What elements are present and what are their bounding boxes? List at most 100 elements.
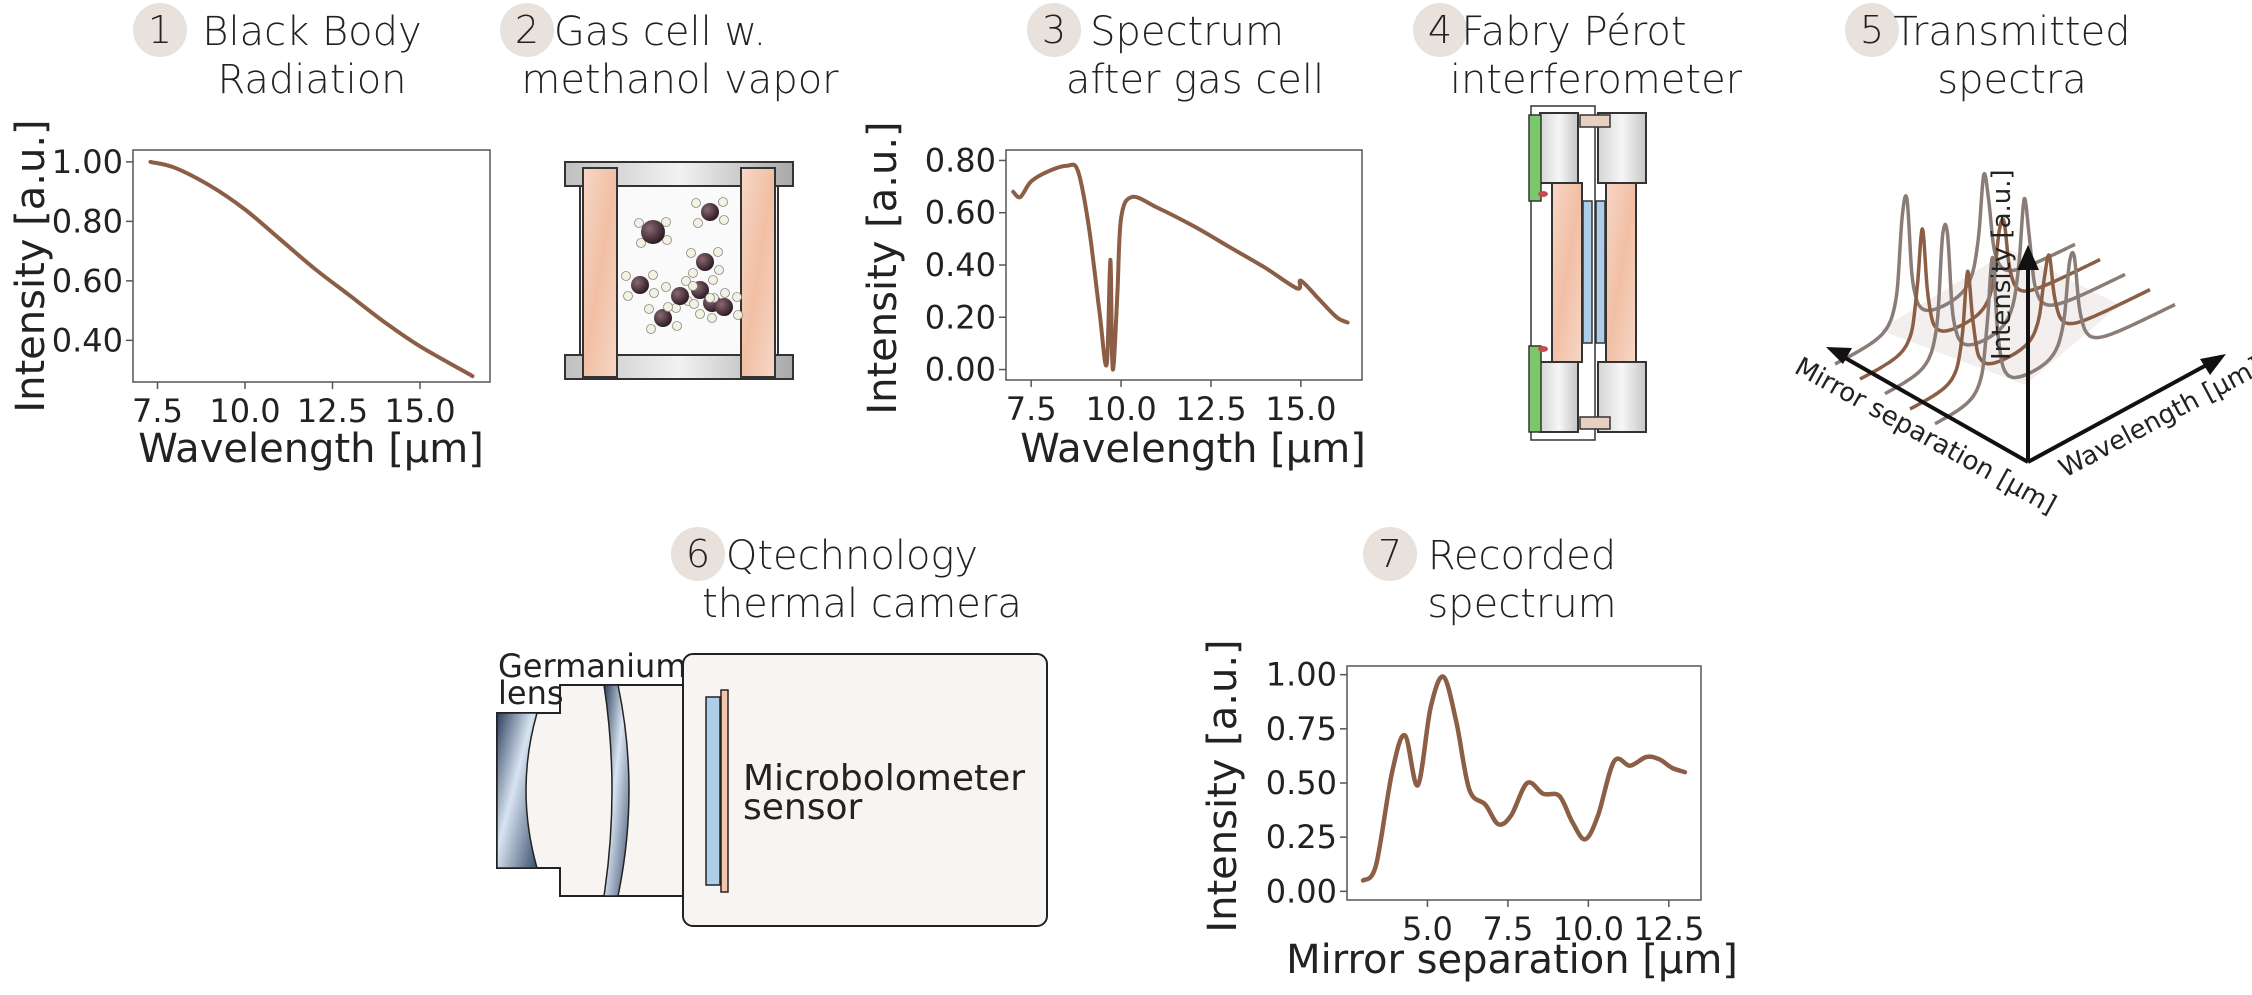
- fp-bottom-block-left: [1539, 361, 1579, 433]
- x-tick-label: 15.0: [1265, 390, 1336, 428]
- fp-top-spacer: [1579, 114, 1611, 128]
- y-tick-label: 0.25: [1266, 818, 1337, 856]
- step-title-line2: after gas cell: [1066, 57, 1324, 103]
- step-title-line1: Recorded: [1428, 533, 1616, 579]
- step-badge: [1413, 3, 1467, 57]
- step-number: 6: [686, 532, 710, 576]
- fp-bottom-spacer: [1579, 416, 1611, 430]
- x-tick-label: 5.0: [1402, 910, 1453, 948]
- step-title-line2: Radiation: [217, 57, 406, 103]
- step-number: 4: [1428, 8, 1452, 52]
- step-title-line1: Fabry Pérot: [1461, 9, 1686, 55]
- methanol-molecules: [621, 197, 743, 334]
- step-title-line1: Transmitted: [1893, 9, 2130, 55]
- tick-labels: 5.0 7.5 10.0 12.5 0.00 0.25 0.50 0.75 1.00: [1266, 656, 1705, 948]
- y-tick-label: 0.80: [52, 202, 123, 240]
- tick-labels: 7.5 10.0 12.5 15.0 0.00 0.20 0.40 0.60 0.80: [925, 141, 1337, 428]
- methanol-molecule-icon: [705, 292, 743, 323]
- transmission-curve: [1011, 162, 1350, 372]
- lens-label-1: Germanium: [498, 647, 686, 685]
- x-tick-label: 12.5: [1175, 390, 1246, 428]
- sensor-chip: [720, 689, 729, 893]
- step-title-line2: methanol vapor: [521, 57, 839, 103]
- fp-top-block-left: [1539, 112, 1579, 184]
- step-title-line2: interferometer: [1450, 57, 1743, 103]
- step-title-line1: Black Body: [202, 9, 421, 55]
- step-4-title: 4 Fabry Pérot interferometer: [1413, 3, 1743, 103]
- step-number: 5: [1860, 8, 1884, 52]
- step-number: 1: [148, 8, 172, 52]
- fp-left-window: [1551, 182, 1583, 363]
- y-axis-label: Intensity [a.u.]: [8, 119, 54, 412]
- recorded-curve: [1360, 674, 1688, 883]
- step-3-title: 3 Spectrum after gas cell: [1027, 3, 1324, 103]
- plot-frame: [1346, 665, 1702, 901]
- step-title-line1: Spectrum: [1090, 9, 1284, 55]
- y-axis-label: Intensity [a.u.]: [1200, 639, 1246, 932]
- step-5-title: 5 Transmitted spectra: [1845, 3, 2131, 103]
- lens-element-1: [496, 712, 538, 869]
- x-axis-label: Wavelength [µm]: [138, 426, 484, 472]
- sensor-label-2: sensor: [743, 787, 863, 828]
- arrowhead: [1826, 347, 1852, 364]
- transmitted-spectrum-line: [1934, 250, 2176, 426]
- step-title-line1: Gas cell w.: [554, 9, 766, 55]
- step-number: 3: [1042, 8, 1066, 52]
- fp-piezo-top: [1528, 114, 1542, 202]
- fp-mirror-left: [1582, 200, 1593, 344]
- step-badge: [1027, 3, 1081, 57]
- fp-mirror-right: [1595, 200, 1606, 344]
- methanol-molecule-icon: [661, 281, 699, 312]
- methanol-molecule-icon: [634, 217, 672, 248]
- chart-blackbody: 7.5 10.0 12.5 15.0 0.40 0.60 0.80 1.00 Waveleng…: [8, 119, 491, 472]
- step-badge: [671, 527, 725, 581]
- plot-frame: [132, 149, 491, 383]
- fp-piezo-bottom: [1528, 345, 1542, 433]
- x-tick-label: 10.0: [1085, 390, 1156, 428]
- plot-frame: [1005, 149, 1363, 381]
- lens-label-2: lens: [498, 674, 564, 712]
- y-tick-label: 0.40: [52, 321, 123, 359]
- step-6-title: 6 Qtechnology thermal camera: [671, 527, 1022, 627]
- y-tick-label: 0.00: [1266, 872, 1337, 910]
- x-tick-label: 10.0: [209, 392, 280, 430]
- y-tick-label: 0.80: [925, 141, 996, 179]
- chart-gas-cell-spectrum: 7.5 10.0 12.5 15.0 0.00 0.20 0.40 0.60 0.80 Wave…: [860, 121, 1366, 472]
- step-badge: [500, 3, 554, 57]
- step-number: 7: [1378, 532, 1402, 576]
- step-title-line2: spectrum: [1427, 581, 1616, 627]
- methanol-molecule-icon: [644, 303, 682, 334]
- step-badge: [133, 3, 187, 57]
- arrowhead: [2200, 354, 2226, 375]
- x-tick-label: 7.5: [1006, 390, 1057, 428]
- y-tick-label: 0.50: [1266, 764, 1337, 802]
- methanol-molecule-icon: [621, 270, 659, 301]
- y-axis-label: Intensity [a.u.]: [860, 121, 906, 414]
- fp-glue-dot: [1538, 191, 1548, 197]
- fp-outer-frame: [1530, 105, 1596, 441]
- y-tick-label: 1.00: [1266, 656, 1337, 694]
- y-tick-label: 1.00: [52, 143, 123, 181]
- fp-top-block-right: [1597, 112, 1647, 184]
- x-tick-label: 7.5: [132, 392, 183, 430]
- x-tick-label: 10.0: [1553, 910, 1624, 948]
- axis-mirror-arrow: [1839, 353, 2029, 464]
- y-tick-label: 0.60: [925, 194, 996, 232]
- fp-glue-dot: [1538, 346, 1548, 352]
- transmitted-spectrum-line: [1859, 217, 2101, 381]
- thermal-camera-diagram: Germanium lens Microbolometer sensor: [496, 647, 1048, 927]
- lens-element-2: [603, 684, 630, 897]
- step-number: 2: [515, 8, 539, 52]
- methanol-molecule-icon: [691, 197, 729, 228]
- y-tick-label: 0.20: [925, 298, 996, 336]
- step-title-line2: thermal camera: [702, 581, 1022, 627]
- x-axis-label: Mirror separation [µm]: [1286, 937, 1738, 983]
- chart-recorded-spectrum: 5.0 7.5 10.0 12.5 0.00 0.25 0.50 0.75 1.00 Mirro…: [1200, 639, 1738, 983]
- axis-intensity-label: Intensity [a.u.]: [1987, 169, 2017, 360]
- methanol-molecule-icon: [686, 247, 724, 278]
- sensor-window: [705, 696, 721, 886]
- x-tick-label: 12.5: [1633, 910, 1704, 948]
- y-tick-label: 0.00: [925, 351, 996, 389]
- axis-wavelength-arrow: [2027, 360, 2213, 464]
